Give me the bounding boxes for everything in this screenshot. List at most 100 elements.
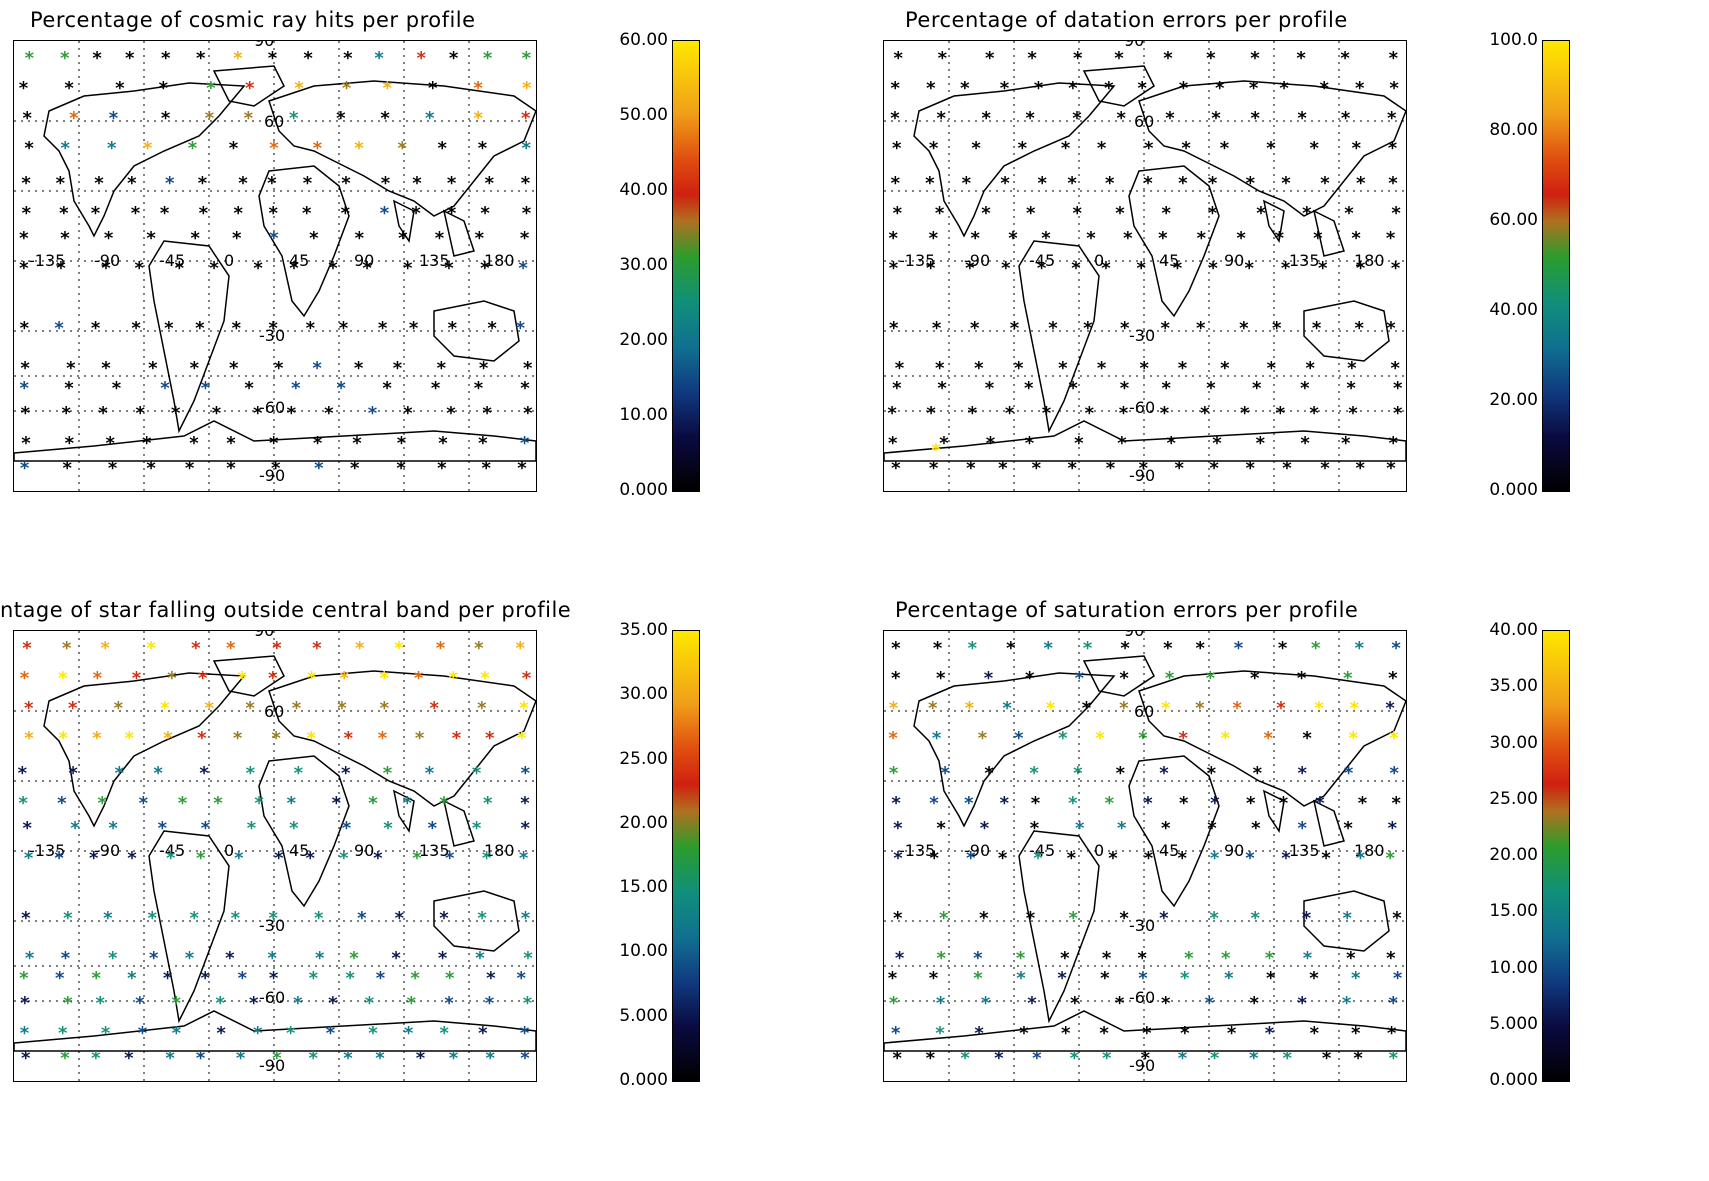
coastline [268, 670, 536, 807]
profile-marker: * [1205, 993, 1215, 1014]
profile-marker: * [1074, 433, 1084, 454]
profile-marker: * [189, 908, 199, 929]
profile-marker: * [1000, 173, 1010, 194]
profile-marker: * [1100, 968, 1110, 989]
profile-marker: * [142, 433, 152, 454]
graticule-label: 90 [1224, 841, 1244, 860]
profile-marker: * [521, 908, 531, 929]
profile-marker: * [286, 1023, 296, 1044]
profile-marker: * [394, 638, 404, 659]
profile-marker: * [1163, 638, 1173, 659]
profile-marker: * [1215, 78, 1225, 99]
profile-marker: * [1070, 993, 1080, 1014]
profile-marker: * [1347, 358, 1357, 379]
profile-marker: * [974, 358, 984, 379]
profile-marker: * [271, 458, 281, 479]
profile-marker: * [1119, 698, 1129, 719]
profile-marker: * [1208, 203, 1218, 224]
coastline [43, 672, 246, 828]
colorbar-tick-label: 35.00 [1489, 676, 1538, 697]
colorbar [672, 40, 700, 492]
profile-marker: * [268, 318, 278, 339]
profile-marker: * [985, 48, 995, 69]
profile-marker: * [1318, 258, 1328, 279]
profile-marker: * [294, 78, 304, 99]
profile-marker: * [925, 173, 935, 194]
profile-marker: * [196, 48, 206, 69]
profile-marker: * [1073, 48, 1083, 69]
profile-marker: * [523, 358, 533, 379]
profile-marker: * [926, 258, 936, 279]
profile-marker: * [1119, 908, 1129, 929]
profile-marker: * [131, 318, 141, 339]
profile-marker: * [22, 203, 32, 224]
profile-marker: * [403, 793, 413, 814]
profile-marker: * [1161, 698, 1171, 719]
profile-marker: * [438, 433, 448, 454]
profile-marker: * [1119, 403, 1129, 424]
profile-marker: * [1320, 78, 1330, 99]
profile-marker: * [149, 948, 159, 969]
profile-marker: * [1386, 458, 1396, 479]
world-map: 9060-135-90-4504590135180-30-60-90******… [13, 40, 537, 492]
profile-marker: * [294, 763, 304, 784]
profile-marker: * [1105, 793, 1115, 814]
coastline [1303, 890, 1390, 952]
profile-marker: * [1018, 138, 1028, 159]
profile-marker: * [480, 668, 490, 689]
profile-marker: * [1139, 458, 1149, 479]
profile-marker: * [69, 108, 79, 129]
coastline [14, 420, 536, 462]
profile-marker: * [68, 698, 78, 719]
profile-marker: * [414, 668, 424, 689]
graticule-label: 135 [1289, 251, 1320, 270]
profile-marker: * [306, 728, 316, 749]
profile-marker: * [938, 48, 948, 69]
profile-marker: * [1266, 138, 1276, 159]
profile-marker: * [473, 108, 483, 129]
coastline [913, 82, 1116, 238]
coastline [1082, 65, 1155, 107]
profile-marker: * [196, 848, 206, 869]
coastline [258, 755, 350, 908]
profile-marker: * [449, 1048, 459, 1069]
profile-marker: * [998, 848, 1008, 869]
profile-marker: * [127, 173, 137, 194]
colorbar-tick-label: 60.00 [619, 30, 668, 50]
profile-marker: * [293, 993, 303, 1014]
profile-marker: * [328, 993, 338, 1014]
graticule-label: 60 [264, 112, 284, 131]
profile-marker: * [482, 458, 492, 479]
profile-marker: * [1178, 848, 1188, 869]
profile-marker: * [326, 1023, 336, 1044]
profile-marker: * [1340, 48, 1350, 69]
colorbar-tick-label: 40.00 [619, 180, 668, 200]
profile-marker: * [437, 358, 447, 379]
profile-marker: * [244, 378, 254, 399]
profile-marker: * [1389, 993, 1399, 1014]
profile-marker: * [1163, 48, 1173, 69]
profile-marker: * [178, 793, 188, 814]
profile-marker: * [19, 78, 29, 99]
panel-title: ntage of star falling outside central ba… [0, 598, 572, 622]
coastline [1312, 209, 1345, 257]
profile-marker: * [1389, 78, 1399, 99]
profile-marker: * [313, 138, 323, 159]
profile-marker: * [303, 173, 313, 194]
profile-marker: * [1000, 793, 1010, 814]
profile-marker: * [1256, 203, 1266, 224]
profile-marker: * [1391, 638, 1401, 659]
profile-marker: * [477, 698, 487, 719]
graticule-label: -90 [259, 466, 285, 485]
profile-marker: * [1389, 1048, 1399, 1069]
profile-marker: * [21, 403, 31, 424]
profile-marker: * [926, 78, 936, 99]
profile-marker: * [60, 1048, 70, 1069]
profile-marker: * [1390, 763, 1400, 784]
profile-marker: * [1387, 1023, 1397, 1044]
profile-marker: * [1389, 433, 1399, 454]
colorbar-tick-label: 60.00 [1489, 210, 1538, 230]
profile-marker: * [1178, 728, 1188, 749]
colorbar-tick-label: 25.00 [619, 748, 668, 769]
profile-marker: * [127, 968, 137, 989]
